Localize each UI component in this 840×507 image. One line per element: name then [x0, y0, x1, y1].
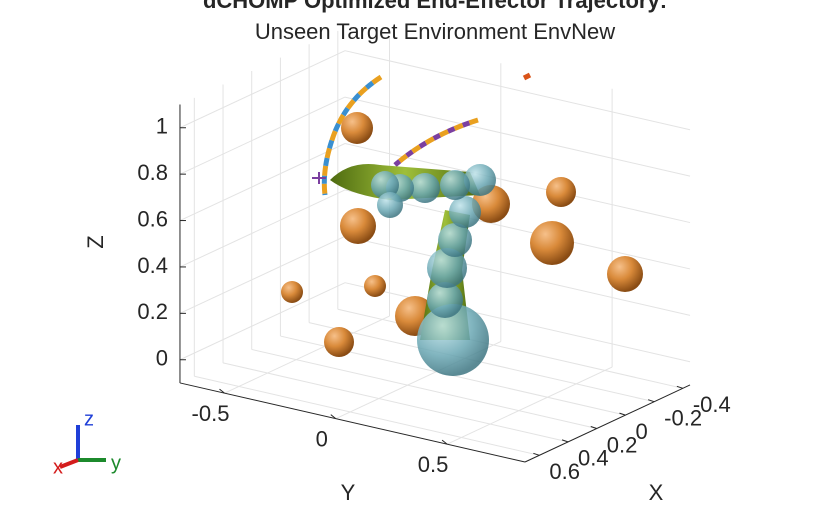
z-tick-label: 0.2 — [137, 299, 168, 324]
z-axis-label: Z — [83, 235, 108, 248]
grid-line — [179, 143, 346, 222]
x-axis-label: X — [649, 480, 664, 505]
y-axis-label: Y — [341, 480, 356, 505]
grid-line — [344, 50, 691, 131]
x-axis-line — [524, 384, 691, 463]
x-tick-label: 0.6 — [549, 459, 580, 484]
x-tick-label: 0 — [635, 419, 647, 444]
y-tick — [441, 439, 448, 445]
y-tick-label: -0.5 — [192, 401, 230, 426]
robot-arm — [312, 164, 496, 376]
x-tick — [533, 452, 540, 456]
x-tick-label: 0.4 — [578, 446, 609, 471]
grid-line — [194, 375, 540, 456]
obstacles — [281, 112, 643, 357]
triad-y-label: y — [111, 452, 121, 474]
grid-line — [224, 315, 390, 394]
x-tick — [561, 439, 569, 443]
z-tick-label: 0.8 — [137, 160, 168, 185]
grid-line — [344, 96, 691, 177]
x-tick — [619, 412, 626, 416]
z-tick-label: 0 — [156, 346, 168, 371]
z-tick-label: 1 — [156, 114, 168, 139]
grid-line — [309, 322, 655, 403]
x-tick-label: 0.2 — [607, 432, 638, 457]
grid-line — [179, 189, 346, 268]
y-tick — [219, 388, 225, 394]
grid-line — [337, 308, 683, 389]
grid-line — [179, 96, 346, 175]
grid-line — [344, 282, 691, 363]
y-tick-label: 0.5 — [418, 452, 449, 477]
x-tick — [676, 385, 684, 389]
x-tick-label: -0.2 — [664, 406, 702, 431]
grid — [179, 30, 691, 456]
y-tick — [330, 414, 337, 420]
grid-line — [222, 362, 569, 443]
z-tick-label: 0.4 — [137, 253, 168, 278]
grid-line — [251, 348, 597, 429]
chart-title: dCHOMP Optimized End-Effector Trajectory… — [203, 0, 667, 13]
grid-line — [179, 235, 346, 314]
axes-triad — [59, 425, 106, 469]
y-axis-line — [179, 382, 526, 463]
grid-line — [179, 282, 346, 361]
grid-line — [344, 235, 691, 316]
triad-z-label: z — [84, 408, 94, 430]
y-tick-label: 0 — [316, 426, 328, 451]
grid-line — [446, 366, 613, 445]
chart-subtitle: Unseen Target Environment EnvNew — [255, 19, 615, 44]
triad-x-label: x — [53, 456, 63, 478]
x-tick — [647, 399, 655, 403]
grid-line — [179, 50, 346, 129]
z-tick-label: 0.6 — [137, 206, 168, 231]
x-tick — [590, 426, 597, 429]
x-tick-label: -0.4 — [693, 392, 731, 417]
